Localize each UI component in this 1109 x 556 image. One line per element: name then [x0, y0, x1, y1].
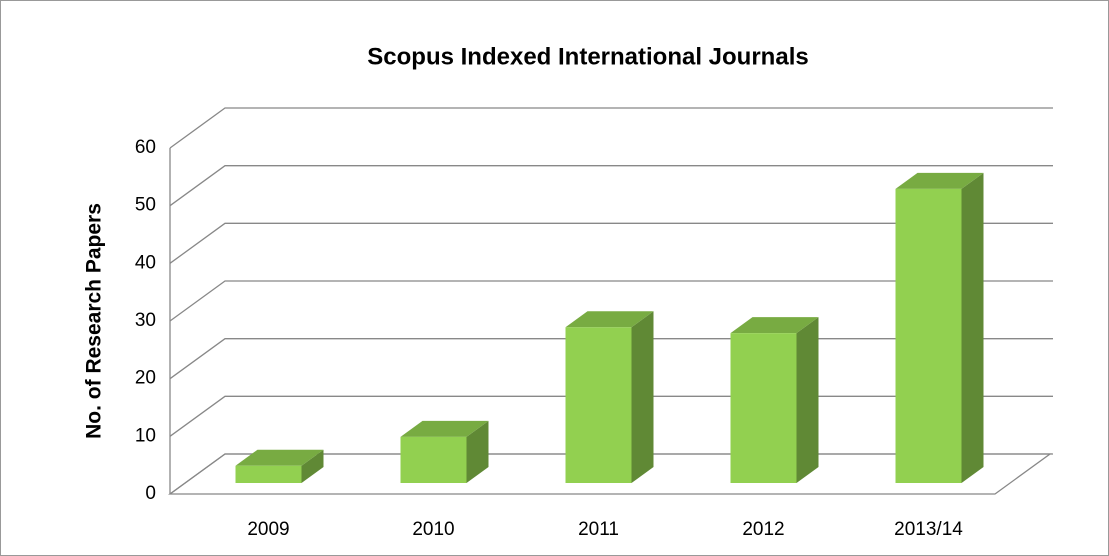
- bar-side: [301, 449, 324, 483]
- x-tick-label: 2013/14: [894, 519, 963, 540]
- bar-front: [235, 465, 302, 483]
- bar-side: [796, 317, 819, 483]
- grid-line: [169, 165, 1053, 207]
- grid-line: [169, 280, 1053, 322]
- x-tick-label: 2009: [247, 519, 289, 540]
- y-tick-label: 60: [135, 137, 156, 158]
- y-tick-label: 40: [135, 252, 156, 273]
- bar: [400, 420, 489, 483]
- bar-front: [730, 333, 797, 483]
- bar-side: [961, 172, 984, 483]
- bar-front: [895, 188, 962, 483]
- bar-side: [466, 420, 489, 483]
- x-tick-label: 2012: [742, 519, 784, 540]
- chart-title: Scopus Indexed International Journals: [367, 43, 808, 70]
- bar-front: [565, 327, 632, 483]
- bar-top: [235, 449, 324, 466]
- y-tick-label: 50: [135, 195, 156, 216]
- grid-line: [169, 107, 1053, 149]
- x-tick-label: 2011: [578, 519, 619, 540]
- y-axis-label: No. of Research Papers: [83, 203, 106, 439]
- bar: [730, 317, 819, 483]
- y-tick-label: 20: [135, 368, 156, 389]
- y-tick-label: 10: [135, 425, 156, 446]
- bar: [235, 449, 324, 483]
- bar-front: [400, 436, 467, 483]
- x-tick-label: 2010: [412, 519, 454, 540]
- bar-side: [631, 311, 654, 483]
- grid-line: [169, 222, 1053, 264]
- y-tick-label: 30: [135, 310, 156, 331]
- bar-top: [895, 172, 984, 189]
- bar-top: [565, 311, 654, 328]
- bar: [565, 311, 654, 483]
- bar-top: [400, 420, 489, 437]
- bar: [895, 172, 984, 483]
- bar-top: [730, 317, 819, 334]
- y-tick-label: 0: [145, 483, 156, 504]
